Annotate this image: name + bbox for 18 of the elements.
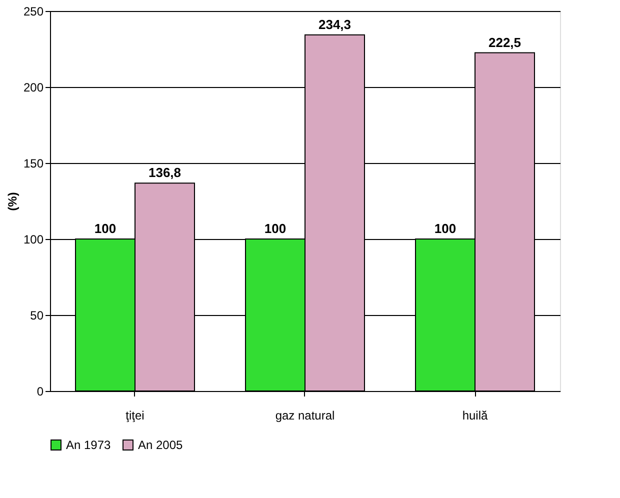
y-tick-label: 100 xyxy=(23,232,44,246)
y-tick-label: 200 xyxy=(23,80,44,94)
data-label: 222,5 xyxy=(488,34,522,50)
x-tick-label: huilă xyxy=(462,408,488,422)
legend-label: An 1973 xyxy=(66,438,112,452)
data-label: 234,3 xyxy=(318,16,352,32)
x-tick-label: ţiţei xyxy=(126,408,144,422)
x-tick-label: gaz natural xyxy=(275,408,335,422)
y-tick-label: 0 xyxy=(36,384,44,398)
legend-label: An 2005 xyxy=(138,438,184,452)
y-tick-label: 150 xyxy=(23,156,44,170)
y-tick-label: 50 xyxy=(30,308,44,322)
data-label: 100 xyxy=(94,221,116,236)
y-axis-title: (%) xyxy=(5,192,20,211)
data-label: 100 xyxy=(434,221,456,236)
data-label: 100 xyxy=(264,221,286,236)
y-tick-label: 250 xyxy=(23,4,44,18)
data-label: 136,8 xyxy=(148,165,182,180)
